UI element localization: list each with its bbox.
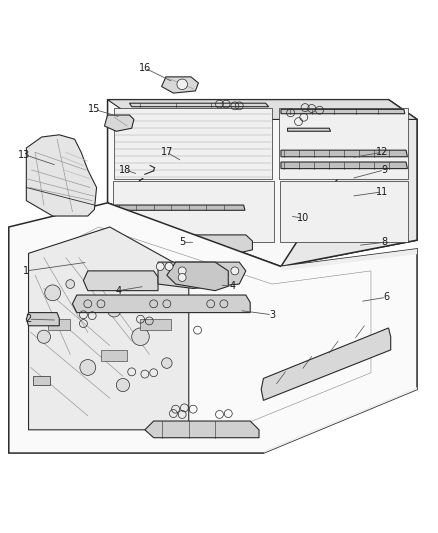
Circle shape	[37, 330, 50, 343]
Polygon shape	[115, 205, 244, 211]
Polygon shape	[33, 376, 50, 385]
Polygon shape	[280, 100, 416, 266]
Polygon shape	[104, 115, 134, 131]
Polygon shape	[113, 181, 274, 243]
Polygon shape	[26, 135, 96, 216]
Text: 1: 1	[23, 266, 29, 276]
Text: 11: 11	[375, 187, 387, 197]
Polygon shape	[279, 181, 407, 243]
Polygon shape	[278, 108, 407, 179]
Polygon shape	[280, 109, 404, 114]
Polygon shape	[261, 328, 390, 400]
Polygon shape	[101, 350, 127, 361]
Circle shape	[107, 304, 120, 317]
Text: 6: 6	[382, 292, 389, 302]
Circle shape	[230, 267, 238, 275]
Text: 3: 3	[268, 310, 275, 320]
Text: 9: 9	[380, 165, 386, 175]
Polygon shape	[26, 312, 59, 326]
Text: 17: 17	[160, 147, 173, 157]
Polygon shape	[140, 319, 171, 330]
Text: 2: 2	[25, 314, 32, 324]
Circle shape	[156, 263, 164, 270]
Polygon shape	[263, 249, 416, 453]
Text: 16: 16	[138, 63, 151, 73]
Circle shape	[177, 79, 187, 90]
Text: 12: 12	[375, 147, 387, 157]
Circle shape	[80, 360, 95, 375]
Text: 4: 4	[229, 281, 235, 291]
Circle shape	[161, 358, 172, 368]
Circle shape	[66, 280, 74, 288]
Polygon shape	[287, 128, 330, 131]
Polygon shape	[114, 108, 272, 179]
Polygon shape	[83, 271, 158, 290]
Text: 18: 18	[119, 165, 131, 175]
Circle shape	[131, 328, 149, 345]
Polygon shape	[9, 203, 416, 453]
Polygon shape	[48, 319, 70, 330]
Circle shape	[178, 273, 186, 281]
Polygon shape	[107, 100, 416, 119]
Polygon shape	[166, 262, 228, 290]
Polygon shape	[158, 262, 245, 288]
Text: 8: 8	[380, 237, 386, 247]
Circle shape	[45, 285, 60, 301]
Circle shape	[165, 263, 173, 270]
Polygon shape	[107, 100, 416, 266]
Polygon shape	[72, 295, 250, 312]
Text: 4: 4	[115, 286, 121, 296]
Polygon shape	[145, 421, 258, 438]
Text: 15: 15	[88, 104, 100, 115]
Polygon shape	[149, 235, 252, 253]
Polygon shape	[129, 103, 268, 107]
Text: 13: 13	[18, 150, 30, 159]
Text: 10: 10	[296, 213, 308, 223]
Polygon shape	[161, 77, 198, 93]
Circle shape	[116, 378, 129, 392]
Polygon shape	[280, 150, 406, 157]
Text: 5: 5	[179, 237, 185, 247]
Polygon shape	[24, 221, 388, 435]
Polygon shape	[28, 227, 188, 430]
Polygon shape	[280, 162, 406, 168]
Circle shape	[178, 267, 186, 275]
